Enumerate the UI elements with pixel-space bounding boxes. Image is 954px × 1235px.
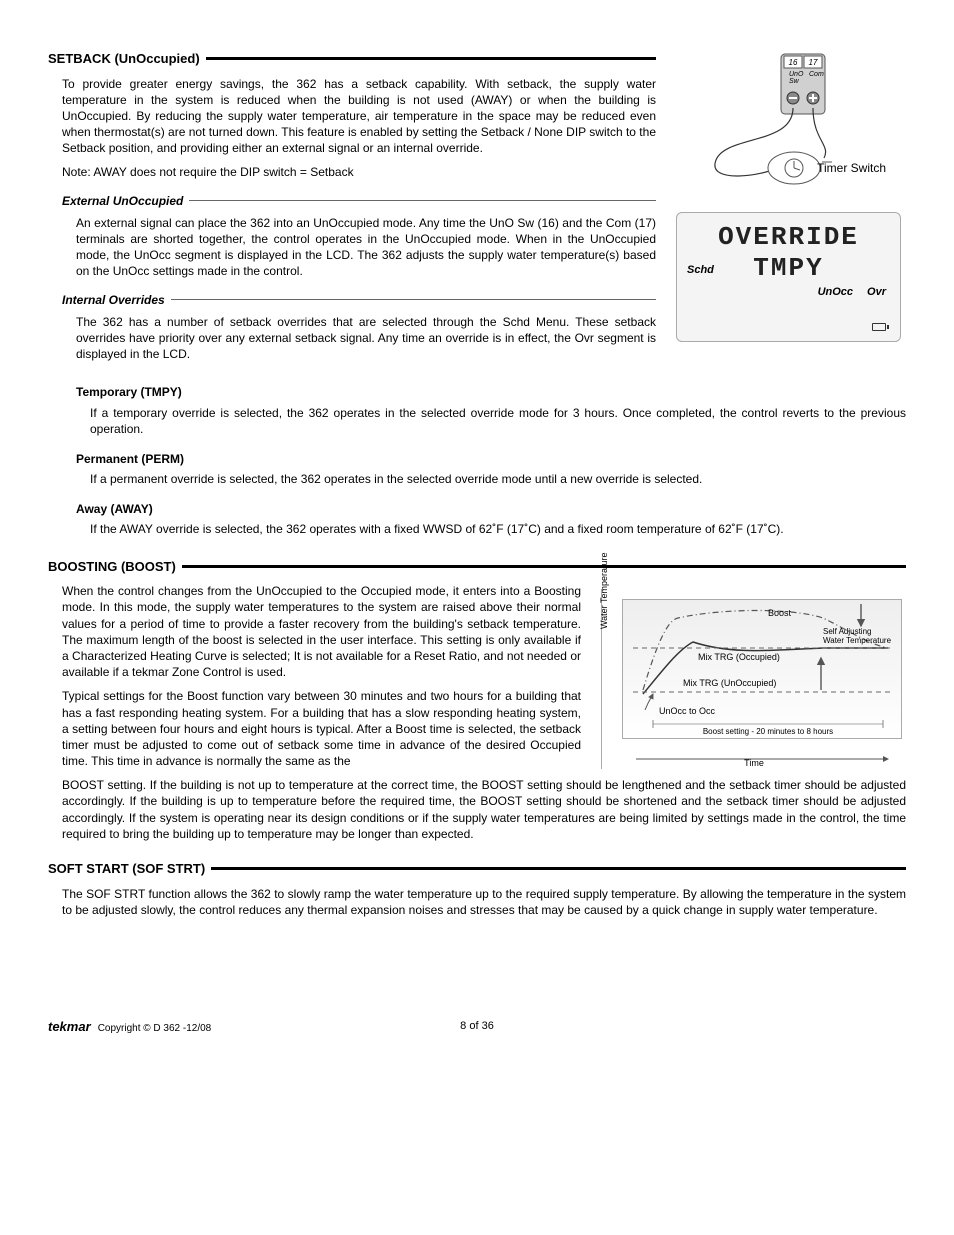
- ext-heading-text: External UnOccupied: [62, 193, 183, 209]
- page-footer: tekmar Copyright © D 362 -12/08 8 of 36: [48, 1018, 906, 1036]
- boosting-p1: When the control changes from the UnOccu…: [62, 583, 581, 680]
- heading-rule: [211, 867, 906, 870]
- lcd-unocc: UnOcc: [818, 286, 853, 298]
- chart-xlabel: Time: [602, 752, 906, 769]
- ext-body: An external signal can place the 362 int…: [76, 215, 656, 280]
- term-17: 17: [809, 58, 818, 67]
- boosting-heading: BOOSTING (BOOST): [48, 558, 906, 576]
- battery-icon: [872, 323, 886, 331]
- heading-rule: [206, 57, 656, 60]
- sub-rule: [171, 299, 656, 300]
- chart-boost-label: Boost: [768, 608, 792, 618]
- temporary-body: If a temporary override is selected, the…: [90, 405, 906, 437]
- boosting-p3: BOOST setting. If the building is not up…: [62, 777, 906, 842]
- setback-heading: SETBACK (UnOccupied): [48, 50, 656, 68]
- lcd-schd: Schd: [687, 263, 714, 278]
- lcd-line2: TMPY: [687, 254, 890, 283]
- chart-selfadj-label2: Water Temperature: [823, 636, 892, 645]
- chart-ylabel: Water Temperature: [598, 553, 610, 630]
- permanent-body: If a permanent override is selected, the…: [90, 471, 906, 487]
- chart-mixunocc-label: Mix TRG (UnOccupied): [683, 678, 776, 688]
- chart-mixocc-label: Mix TRG (Occupied): [698, 652, 780, 662]
- permanent-heading: Permanent (PERM): [76, 451, 906, 467]
- boosting-p2: Typical settings for the Boost function …: [62, 688, 581, 769]
- boosting-heading-text: BOOSTING (BOOST): [48, 558, 176, 576]
- svg-text:UnO: UnO: [789, 71, 804, 78]
- lcd-panel: OVERRIDE TMPY Schd UnOcc Ovr: [676, 212, 901, 342]
- setback-body: To provide greater energy savings, the 3…: [62, 76, 656, 157]
- chart-svg: Boost Self Adjusting Water Temperature M…: [623, 600, 902, 738]
- softstart-heading-text: SOFT START (SOF STRT): [48, 860, 205, 878]
- int-body: The 362 has a number of setback override…: [76, 314, 656, 363]
- lcd-ovr: Ovr: [867, 286, 886, 298]
- svg-text:Com: Com: [809, 71, 824, 78]
- softstart-heading: SOFT START (SOF STRT): [48, 860, 906, 878]
- sub-rule: [189, 200, 656, 201]
- int-heading-text: Internal Overrides: [62, 292, 165, 308]
- timer-switch-figure: 16 17 UnO Com Sw Timer Switch: [676, 50, 886, 200]
- term-16: 16: [789, 58, 798, 67]
- setback-note: Note: AWAY does not require the DIP swit…: [62, 164, 656, 180]
- away-heading: Away (AWAY): [76, 501, 906, 517]
- chart-selfadj-label: Self Adjusting: [823, 627, 871, 636]
- chart-unocc-label: UnOcc to Occ: [659, 706, 716, 716]
- setback-heading-text: SETBACK (UnOccupied): [48, 50, 200, 68]
- lcd-status-row: UnOcc Ovr: [804, 285, 886, 300]
- chart-duration: Boost setting - 20 minutes to 8 hours: [703, 727, 833, 736]
- softstart-body: The SOF STRT function allows the 362 to …: [62, 886, 906, 918]
- away-body: If the AWAY override is selected, the 36…: [90, 521, 906, 537]
- svg-text:Sw: Sw: [789, 78, 800, 85]
- boost-chart: Water Temperature: [601, 589, 906, 769]
- chart-area: Boost Self Adjusting Water Temperature M…: [622, 599, 902, 739]
- heading-rule: [182, 565, 906, 568]
- page-number: 8 of 36: [48, 1019, 906, 1034]
- timer-switch-label: Timer Switch: [817, 160, 886, 176]
- external-unoccupied-heading: External UnOccupied: [62, 193, 656, 209]
- timer-switch-svg: 16 17 UnO Com Sw: [676, 50, 886, 200]
- internal-overrides-heading: Internal Overrides: [62, 292, 656, 308]
- lcd-line1: OVERRIDE: [687, 223, 890, 252]
- temporary-heading: Temporary (TMPY): [76, 384, 906, 400]
